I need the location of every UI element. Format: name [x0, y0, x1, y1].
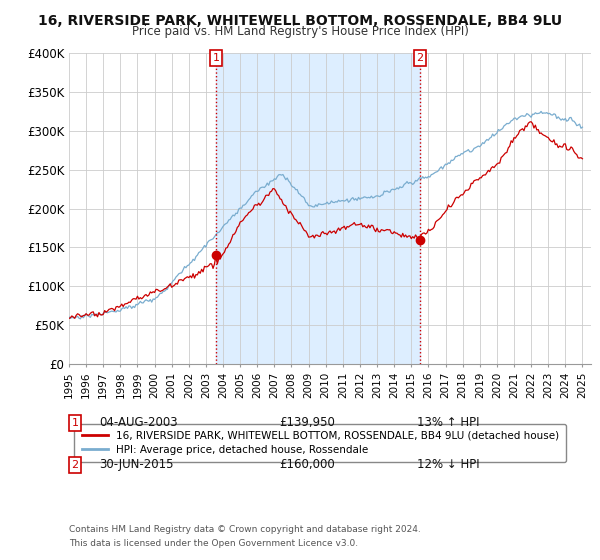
Text: 16, RIVERSIDE PARK, WHITEWELL BOTTOM, ROSSENDALE, BB4 9LU: 16, RIVERSIDE PARK, WHITEWELL BOTTOM, RO… — [38, 14, 562, 28]
Text: 12% ↓ HPI: 12% ↓ HPI — [417, 458, 479, 472]
Text: 1: 1 — [71, 418, 79, 428]
Text: Price paid vs. HM Land Registry's House Price Index (HPI): Price paid vs. HM Land Registry's House … — [131, 25, 469, 38]
Text: Contains HM Land Registry data © Crown copyright and database right 2024.: Contains HM Land Registry data © Crown c… — [69, 525, 421, 534]
Text: £139,950: £139,950 — [279, 416, 335, 430]
Text: 1: 1 — [212, 53, 220, 63]
Text: 13% ↑ HPI: 13% ↑ HPI — [417, 416, 479, 430]
Text: This data is licensed under the Open Government Licence v3.0.: This data is licensed under the Open Gov… — [69, 539, 358, 548]
Bar — [216, 53, 420, 364]
Text: £160,000: £160,000 — [279, 458, 335, 472]
Text: 2: 2 — [71, 460, 79, 470]
Text: 2: 2 — [416, 53, 424, 63]
Text: 04-AUG-2003: 04-AUG-2003 — [99, 416, 178, 430]
Text: 30-JUN-2015: 30-JUN-2015 — [99, 458, 173, 472]
Legend: 16, RIVERSIDE PARK, WHITEWELL BOTTOM, ROSSENDALE, BB4 9LU (detached house), HPI:: 16, RIVERSIDE PARK, WHITEWELL BOTTOM, RO… — [74, 423, 566, 463]
